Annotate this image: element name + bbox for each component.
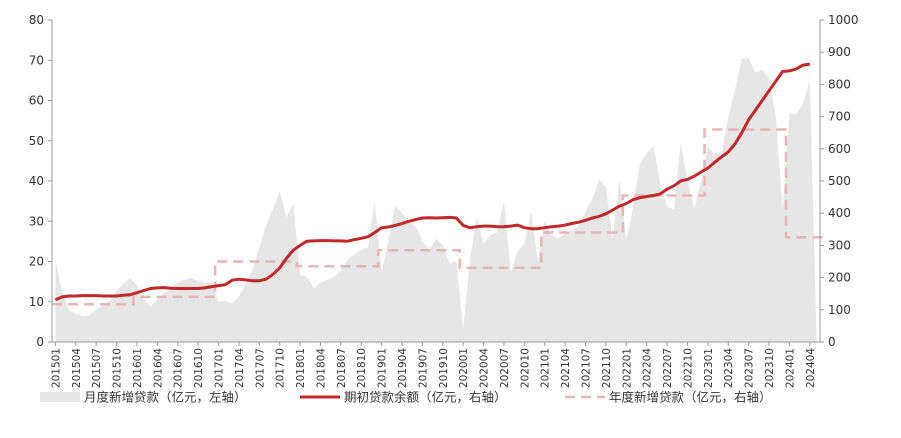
left-tick-label: 20 [29,255,44,269]
x-tick-label: 201610 [193,348,205,388]
legend-label: 期初贷款余额（亿元，右轴） [344,390,507,405]
right-tick-label: 1000 [828,13,859,27]
right-tick-label: 200 [828,271,851,285]
x-tick-label: 202201 [621,348,633,388]
right-tick-label: 500 [828,174,851,188]
right-tick-label: 300 [828,238,851,252]
x-tick-label: 201907 [417,348,429,388]
x-tick-label: 202304 [723,348,735,388]
x-tick-label: 201601 [132,348,144,388]
legend-swatch-area [40,392,80,402]
x-tick-label: 202110 [601,348,613,388]
x-tick-label: 202210 [682,348,694,388]
x-tick-label: 202010 [519,348,531,388]
x-tick-label: 201604 [152,348,164,388]
x-tick-label: 201901 [377,348,389,388]
left-tick-label: 30 [29,214,44,228]
area-layer [55,58,817,342]
x-tick-label: 201507 [91,348,103,388]
x-tick-label: 202004 [479,348,491,388]
x-tick-label: 202204 [642,348,654,388]
legend: 月度新增贷款（亿元，左轴） 期初贷款余额（亿元，右轴） 年度新增贷款（亿元，右轴） [40,390,772,405]
x-axis-ticks: 201501 201504 201507 201510 201601 201604 2016… [50,342,817,388]
legend-label: 年度新增贷款（亿元，右轴） [609,390,772,405]
x-tick-label: 201701 [214,348,226,388]
x-tick-label: 201707 [254,348,266,388]
x-tick-label: 201710 [275,348,287,388]
x-tick-label: 201904 [397,348,409,388]
right-tick-label: 0 [828,335,836,349]
x-tick-label: 202104 [560,348,572,388]
left-tick-label: 10 [29,295,44,309]
x-tick-label: 202310 [764,348,776,388]
series-opening-balance-line [54,62,811,302]
right-axis-ticks: 0 100 200 300 400 500 600 700 800 900 1000 [820,13,859,349]
legend-label: 月度新增贷款（亿元，左轴） [84,390,247,405]
left-tick-label: 50 [29,134,44,148]
x-tick-label: 201801 [295,348,307,388]
x-tick-label: 202401 [784,348,796,388]
x-tick-label: 202001 [458,348,470,388]
left-tick-label: 70 [29,53,44,67]
x-tick-label: 201807 [336,348,348,388]
x-tick-label: 202301 [703,348,715,388]
x-tick-label: 202207 [662,348,674,388]
x-tick-label: 201910 [438,348,450,388]
x-tick-label: 202007 [499,348,511,388]
right-tick-label: 700 [828,110,851,124]
left-axis-ticks: 0 10 20 30 40 50 60 70 80 [29,13,52,349]
left-tick-label: 60 [29,94,44,108]
x-tick-label: 201804 [315,348,327,388]
right-tick-label: 800 [828,77,851,91]
x-tick-label: 201704 [234,348,246,388]
left-tick-label: 40 [29,174,44,188]
x-tick-label: 202307 [744,348,756,388]
series-monthly-new-loans-area [55,58,817,342]
x-tick-label: 202107 [581,348,593,388]
x-tick-label: 201810 [356,348,368,388]
right-tick-label: 100 [828,303,851,317]
lines-layer [52,62,827,306]
x-tick-label: 201607 [173,348,185,388]
x-tick-label: 201501 [50,348,62,388]
x-tick-label: 201510 [112,348,124,388]
x-tick-label: 202404 [805,348,817,388]
right-tick-label: 600 [828,142,851,156]
left-tick-label: 80 [29,13,44,27]
left-tick-label: 0 [36,335,44,349]
x-tick-label: 202101 [540,348,552,388]
right-tick-label: 900 [828,45,851,59]
right-tick-label: 400 [828,206,851,220]
x-tick-label: 201504 [71,348,83,388]
series-annual-new-loans-line [52,128,827,306]
